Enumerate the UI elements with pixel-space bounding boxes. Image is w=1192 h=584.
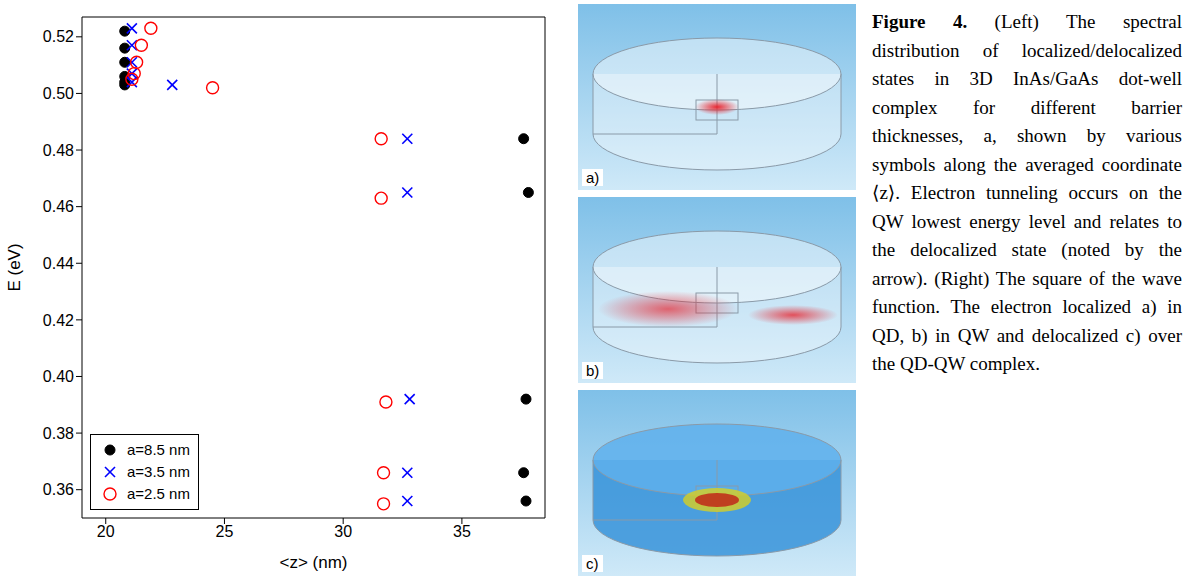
svg-text:0.44: 0.44 — [43, 255, 74, 272]
svg-text:25: 25 — [216, 523, 234, 540]
html-text:Figure 4.: Figure 4. — [872, 11, 968, 32]
svg-text:0.42: 0.42 — [43, 312, 74, 329]
svg-text:0.52: 0.52 — [43, 28, 74, 45]
svg-text:30: 30 — [334, 523, 352, 540]
html-text:b): b) — [586, 362, 600, 379]
svg-text:0.38: 0.38 — [43, 425, 74, 442]
svg-text:0.50: 0.50 — [43, 85, 74, 102]
html-text:a=8.5 nm: a=8.5 nm — [127, 441, 190, 458]
svg-text:35: 35 — [453, 523, 471, 540]
svg-text:0.40: 0.40 — [43, 368, 74, 385]
svg-text:0.46: 0.46 — [43, 198, 74, 215]
html-text:(Left) The spectral distributi: (Left) The spectral distribution of loca… — [872, 11, 1182, 374]
html-text:a): a) — [586, 169, 600, 186]
html-text:a=3.5 nm: a=3.5 nm — [127, 463, 190, 480]
svg-text:<z> (nm): <z> (nm) — [279, 553, 347, 572]
html-text:a=2.5 nm: a=2.5 nm — [127, 485, 190, 502]
svg-text:0.36: 0.36 — [43, 481, 74, 498]
svg-text:20: 20 — [97, 523, 115, 540]
svg-text:E (eV): E (eV) — [5, 243, 24, 291]
svg-text:0.48: 0.48 — [43, 142, 74, 159]
html-text:c): c) — [586, 555, 599, 572]
